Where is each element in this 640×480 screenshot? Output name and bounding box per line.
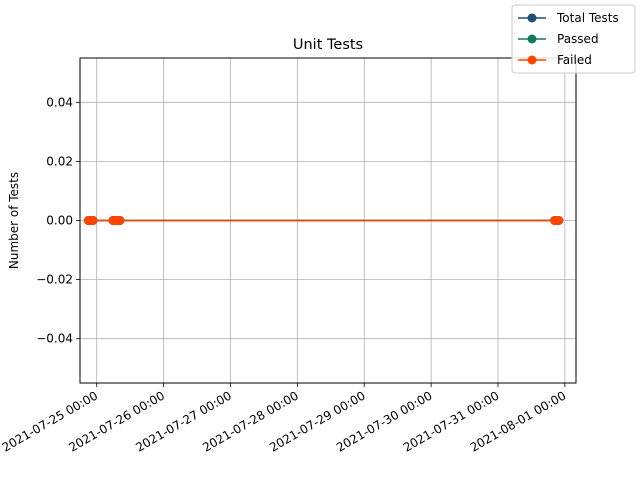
data-point — [554, 216, 564, 225]
chart-title: Unit Tests — [293, 37, 363, 53]
y-tick-label: 0.02 — [46, 154, 73, 168]
y-axis-label: Number of Tests — [7, 172, 21, 269]
legend-marker — [527, 55, 537, 65]
y-tick-label: 0.04 — [46, 95, 73, 109]
y-tick-label: 0.00 — [46, 214, 73, 228]
legend-box — [511, 4, 636, 74]
legend-item-total-tests[interactable]: Total Tests — [518, 11, 619, 25]
legend-label: Total Tests — [556, 11, 619, 25]
y-axis: 0.04 0.02 0.00 −0.02 −0.04 — [36, 95, 80, 346]
series-layer — [83, 216, 564, 225]
y-tick-label: −0.04 — [36, 332, 73, 346]
data-point — [88, 216, 98, 225]
series-failed — [83, 216, 564, 225]
legend-item-failed[interactable]: Failed — [518, 53, 592, 67]
legend-label: Passed — [557, 32, 599, 46]
legend-label: Failed — [557, 53, 592, 67]
legend-marker — [527, 34, 537, 44]
legend-item-passed[interactable]: Passed — [518, 32, 599, 46]
legend[interactable]: Total Tests Passed Failed — [511, 4, 636, 74]
data-point — [115, 216, 125, 225]
y-tick-label: −0.02 — [36, 273, 73, 287]
legend-marker — [527, 13, 537, 23]
